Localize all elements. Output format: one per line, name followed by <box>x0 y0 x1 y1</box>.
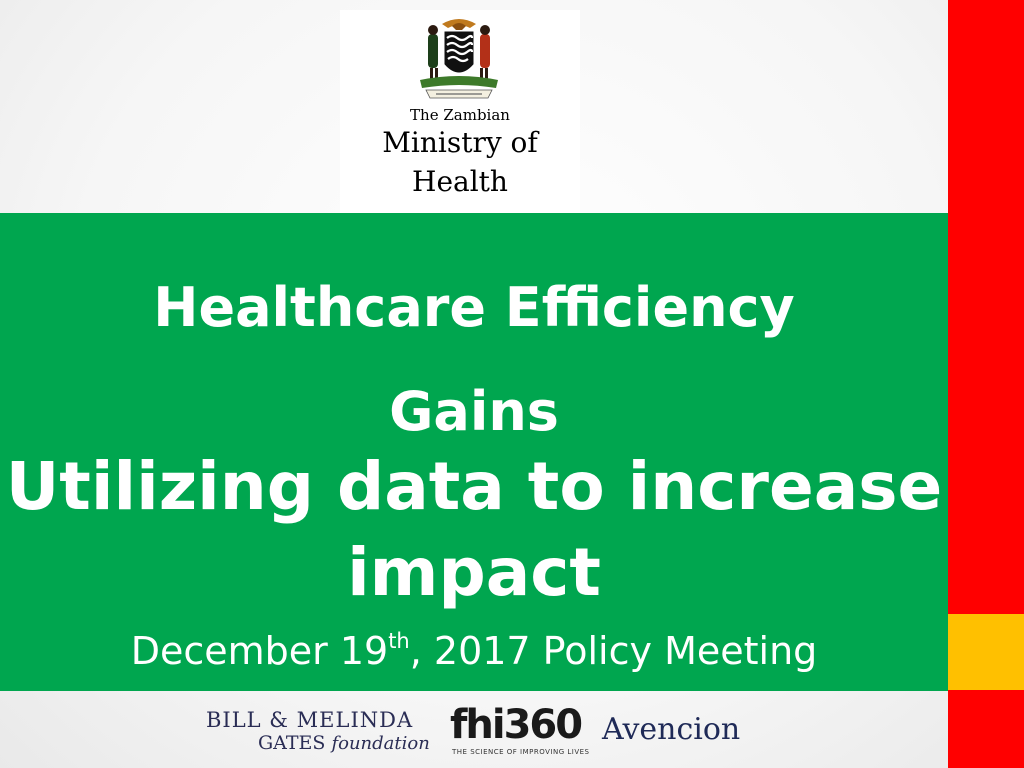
fhi360-mark-360: 360 <box>503 702 583 748</box>
fhi360-mark-fhi: fhi <box>450 702 506 748</box>
date-suffix: , 2017 Policy Meeting <box>409 629 818 673</box>
gates-foundation-logo: BILL & MELINDA GATES foundation <box>200 700 440 760</box>
gates-logo-line-2: GATES foundation <box>258 732 430 754</box>
date-prefix: December 19 <box>130 629 389 673</box>
meeting-date: December 19th, 2017 Policy Meeting <box>0 626 948 676</box>
logo-text-health: Health <box>412 165 508 198</box>
avencion-logo: Avencion <box>602 700 752 760</box>
gates-logo-gates: GATES <box>258 732 332 754</box>
title-line-1: Healthcare Efficiency <box>153 276 795 339</box>
fhi360-logo: fhi360 THE SCIENCE OF IMPROVING LIVES <box>450 700 589 760</box>
date-superscript: th <box>388 629 410 653</box>
ministry-logo: The Zambian Ministry of Health <box>340 10 580 214</box>
gates-logo-foundation: foundation <box>331 733 430 754</box>
gates-logo-line-1: BILL & MELINDA <box>206 708 414 732</box>
coat-of-arms-icon <box>420 19 498 99</box>
slide-subtitle: Utilizing data to increase impact <box>0 444 948 616</box>
avencion-text: Avencion <box>602 712 741 747</box>
fhi360-tagline: THE SCIENCE OF IMPROVING LIVES <box>452 748 590 756</box>
fhi360-mark: fhi360 <box>450 702 583 748</box>
side-stripe-red <box>948 0 1024 768</box>
side-stripe-orange <box>948 614 1024 690</box>
title-band <box>0 213 948 691</box>
slide-title: Healthcare Efficiency Gains <box>0 256 948 464</box>
subtitle-line-2: impact <box>347 534 601 611</box>
title-line-2: Gains <box>389 380 559 443</box>
subtitle-line-1: Utilizing data to increase <box>5 448 943 525</box>
logo-text-ministry: Ministry of <box>382 126 538 159</box>
logo-text-zambian: The Zambian <box>410 106 510 124</box>
